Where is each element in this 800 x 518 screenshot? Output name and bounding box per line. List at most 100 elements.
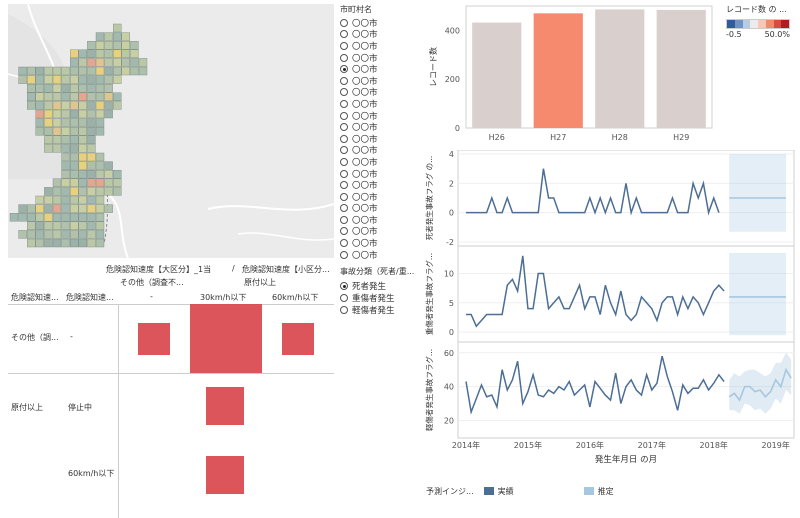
city-option[interactable]: 〇〇市 <box>340 226 418 237</box>
radio-icon[interactable] <box>340 88 348 97</box>
city-option[interactable]: 〇〇市 <box>340 133 418 145</box>
matrix-row1-sub: - <box>70 332 73 341</box>
radio-icon[interactable] <box>340 227 348 236</box>
radio-icon[interactable] <box>340 306 348 314</box>
city-option[interactable]: 〇〇市 <box>340 156 418 168</box>
color-ramp-step <box>758 20 766 28</box>
map-grid-cell <box>52 221 62 231</box>
matrix-mark-r1c3[interactable] <box>282 323 314 355</box>
city-option-label: 〇〇市 <box>352 111 378 122</box>
city-option[interactable]: 〇〇市 <box>340 87 418 98</box>
radio-icon[interactable] <box>340 99 348 108</box>
radio-icon[interactable] <box>340 250 348 259</box>
matrix-mark-r1c1[interactable] <box>138 323 170 355</box>
map-grid-cell <box>61 144 70 153</box>
map-grid-cell <box>87 152 96 162</box>
city-option-label: 〇〇市 <box>352 18 378 29</box>
map-grid-cell <box>61 169 70 179</box>
bar-plot-frame <box>465 5 713 129</box>
city-option[interactable]: 〇〇市 <box>340 63 418 75</box>
map-grid-cell <box>61 238 70 248</box>
radio-icon[interactable] <box>340 41 348 50</box>
radio-icon[interactable] <box>340 123 348 132</box>
map-grid-cell <box>95 109 105 119</box>
radio-icon[interactable] <box>340 294 348 302</box>
map-grid-cell <box>87 58 96 67</box>
matrix-mark-r2c2[interactable] <box>206 387 244 425</box>
radio-icon[interactable] <box>340 282 348 290</box>
city-option[interactable]: 〇〇市 <box>340 179 418 191</box>
radio-icon[interactable] <box>340 53 348 62</box>
city-option[interactable]: 〇〇市 <box>340 214 418 226</box>
matrix-row1-group: その他（調... <box>11 333 59 342</box>
city-option[interactable]: 〇〇市 <box>340 121 418 133</box>
map-grid-cell <box>87 187 96 196</box>
city-option-label: 〇〇市 <box>352 239 378 250</box>
city-option[interactable]: 〇〇市 <box>340 145 418 156</box>
map-grid-cell <box>95 58 105 67</box>
forecast-legend-actual: 実績 <box>497 486 514 496</box>
map-grid-cell <box>87 126 96 136</box>
bar-H29 <box>656 9 706 128</box>
accident-heatmap-map[interactable] <box>8 4 334 258</box>
map-grid-cell <box>95 92 105 102</box>
city-option[interactable]: 〇〇市 <box>340 40 418 52</box>
city-option[interactable]: 〇〇市 <box>340 98 418 110</box>
city-option[interactable]: 〇〇市 <box>340 29 418 40</box>
radio-icon[interactable] <box>340 181 348 190</box>
radio-icon[interactable] <box>340 204 348 213</box>
map-grid-cell <box>78 101 88 110</box>
radio-icon[interactable] <box>340 76 348 85</box>
radio-icon[interactable] <box>340 192 348 201</box>
map-grid-cells <box>9 23 148 248</box>
radio-icon[interactable] <box>340 134 348 143</box>
radio-icon[interactable] <box>340 111 348 120</box>
map-grid-cell <box>61 152 70 162</box>
map-grid-cell <box>78 230 88 239</box>
map-grid-cell <box>61 75 70 84</box>
map-grid-cell <box>70 195 79 205</box>
city-option[interactable]: 〇〇市 <box>340 17 418 29</box>
map-grid-cell <box>130 41 139 50</box>
map-grid-cell <box>104 32 113 41</box>
radio-icon[interactable] <box>340 169 348 178</box>
city-option[interactable]: 〇〇市 <box>340 168 418 180</box>
city-option[interactable]: 〇〇市 <box>340 191 418 203</box>
radio-icon[interactable] <box>340 239 348 248</box>
map-canvas[interactable] <box>8 4 334 258</box>
city-option[interactable]: 〇〇市 <box>340 110 418 122</box>
map-grid-cell <box>61 126 70 136</box>
map-grid-cell <box>70 75 79 84</box>
severity-option[interactable]: 軽傷者発生 <box>340 304 424 316</box>
color-ramp-step <box>750 20 758 28</box>
radio-icon[interactable] <box>340 157 348 166</box>
city-option[interactable]: 〇〇市 <box>340 249 418 261</box>
severity-option[interactable]: 死者発生 <box>340 280 424 292</box>
map-grid-cell <box>78 66 88 76</box>
radio-icon[interactable] <box>340 146 348 155</box>
radio-icon[interactable] <box>340 215 348 224</box>
radio-icon[interactable] <box>340 18 348 27</box>
map-grid-cell <box>104 161 113 170</box>
city-option[interactable]: 〇〇市 <box>340 203 418 214</box>
actual-line <box>466 255 725 328</box>
radio-icon[interactable] <box>340 30 348 39</box>
map-grid-cell <box>44 195 53 205</box>
severity-option[interactable]: 重傷者発生 <box>340 292 424 304</box>
map-grid-cell <box>87 221 96 231</box>
map-grid-cell <box>78 195 88 205</box>
radio-icon[interactable] <box>340 65 348 74</box>
map-grid-cell <box>87 49 96 58</box>
map-grid-cell <box>35 83 44 93</box>
city-option[interactable]: 〇〇市 <box>340 237 418 249</box>
matrix-col-60: 60km/h以下 <box>272 293 319 302</box>
map-grid-cell <box>95 152 105 162</box>
city-option[interactable]: 〇〇市 <box>340 52 418 64</box>
matrix-mark-r1c2[interactable] <box>190 304 262 373</box>
matrix-divider-mid <box>8 373 334 374</box>
matrix-header-slash: / <box>232 264 235 273</box>
map-grid-cell <box>104 58 113 67</box>
map-grid-cell <box>104 75 113 84</box>
matrix-mark-r3c2[interactable] <box>206 456 244 494</box>
city-option[interactable]: 〇〇市 <box>340 75 418 87</box>
